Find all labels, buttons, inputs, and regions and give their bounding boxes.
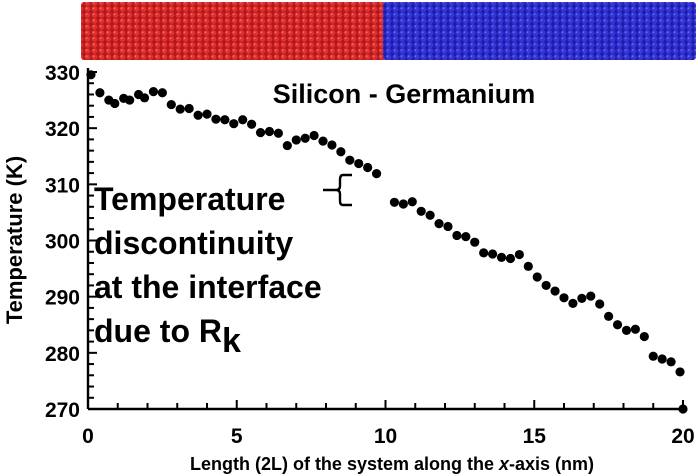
data-point [148,87,159,97]
x-tick-label: 15 [523,425,547,448]
data-point [604,311,614,321]
data-points [86,70,688,414]
data-point [648,351,658,361]
x-axis-label: Length (2L) of the system along the x-ax… [190,454,594,474]
data-point [95,88,105,98]
data-point [398,199,408,209]
data-point [318,136,328,146]
data-point [461,231,471,242]
data-point [496,252,507,262]
data-point [371,169,382,179]
data-point [523,261,533,271]
data-point [666,357,676,367]
data-point [452,230,462,241]
data-point [255,128,266,138]
data-point [434,219,444,229]
data-point [309,130,319,141]
y-axis-label: Temperature (K) [2,156,27,324]
data-point [488,249,498,259]
data-point [586,291,596,301]
silicon-region [81,2,386,60]
data-point [443,221,453,232]
axes: 270 280 290 300 310 320 330 0 5 10 15 20 [45,62,695,448]
data-point [550,286,560,296]
interface-annotation: Temperature discontinuity at the interface… [94,181,322,360]
data-point [166,99,176,110]
chart-title: Silicon - Germanium [273,79,536,109]
data-point [211,114,221,124]
data-point [86,70,96,80]
data-point [639,331,649,342]
data-point [595,299,605,309]
x-tick-label: 0 [82,425,94,448]
data-point [657,354,667,364]
data-point [675,367,685,377]
x-tick-label: 20 [671,425,694,448]
data-point [282,140,292,151]
x-tick-label: 5 [231,425,243,448]
data-point [139,93,150,103]
data-point [577,293,587,303]
data-point [568,298,578,309]
data-point [425,210,435,220]
annotation-line: due to Rk [94,313,241,360]
y-tick-label: 270 [45,399,80,422]
y-tick-label: 290 [45,287,80,310]
data-point [336,147,346,157]
data-point [345,155,355,165]
data-point [125,95,135,105]
data-point [678,404,688,414]
data-point [514,249,524,260]
data-point [291,135,301,145]
data-point [363,162,373,173]
data-point [110,98,120,109]
data-point [238,115,248,125]
data-point [327,140,337,150]
annotation-line: at the interface [94,269,322,305]
y-tick-label: 300 [45,231,80,254]
data-point [273,128,283,138]
data-point [264,126,275,137]
data-point [354,158,364,169]
data-point [416,206,426,216]
y-tick-label: 320 [45,118,80,141]
data-point [532,272,542,282]
data-point [559,293,569,303]
data-point [157,88,167,98]
data-point [175,104,185,114]
data-point [247,119,257,129]
annotation-line: discontinuity [94,225,293,261]
y-tick-label: 310 [45,174,80,197]
data-point [300,133,310,143]
data-point [479,248,489,258]
data-point [621,325,632,335]
atomic-structure-bar [81,2,696,60]
data-point [202,109,212,119]
data-point [193,110,203,120]
data-point [389,197,400,207]
data-point [612,320,623,330]
data-point [541,280,551,291]
data-point [505,253,516,264]
data-point [184,103,194,114]
germanium-region [383,2,696,60]
data-point [220,115,230,125]
data-point [470,237,480,247]
data-point [229,119,239,129]
annotation-bracket [323,173,352,207]
annotation-line: Temperature [94,181,285,217]
x-tick-label: 10 [374,425,397,448]
data-point [407,197,417,207]
y-tick-label: 280 [45,343,80,366]
data-point [630,324,641,334]
y-tick-label: 330 [45,62,80,85]
